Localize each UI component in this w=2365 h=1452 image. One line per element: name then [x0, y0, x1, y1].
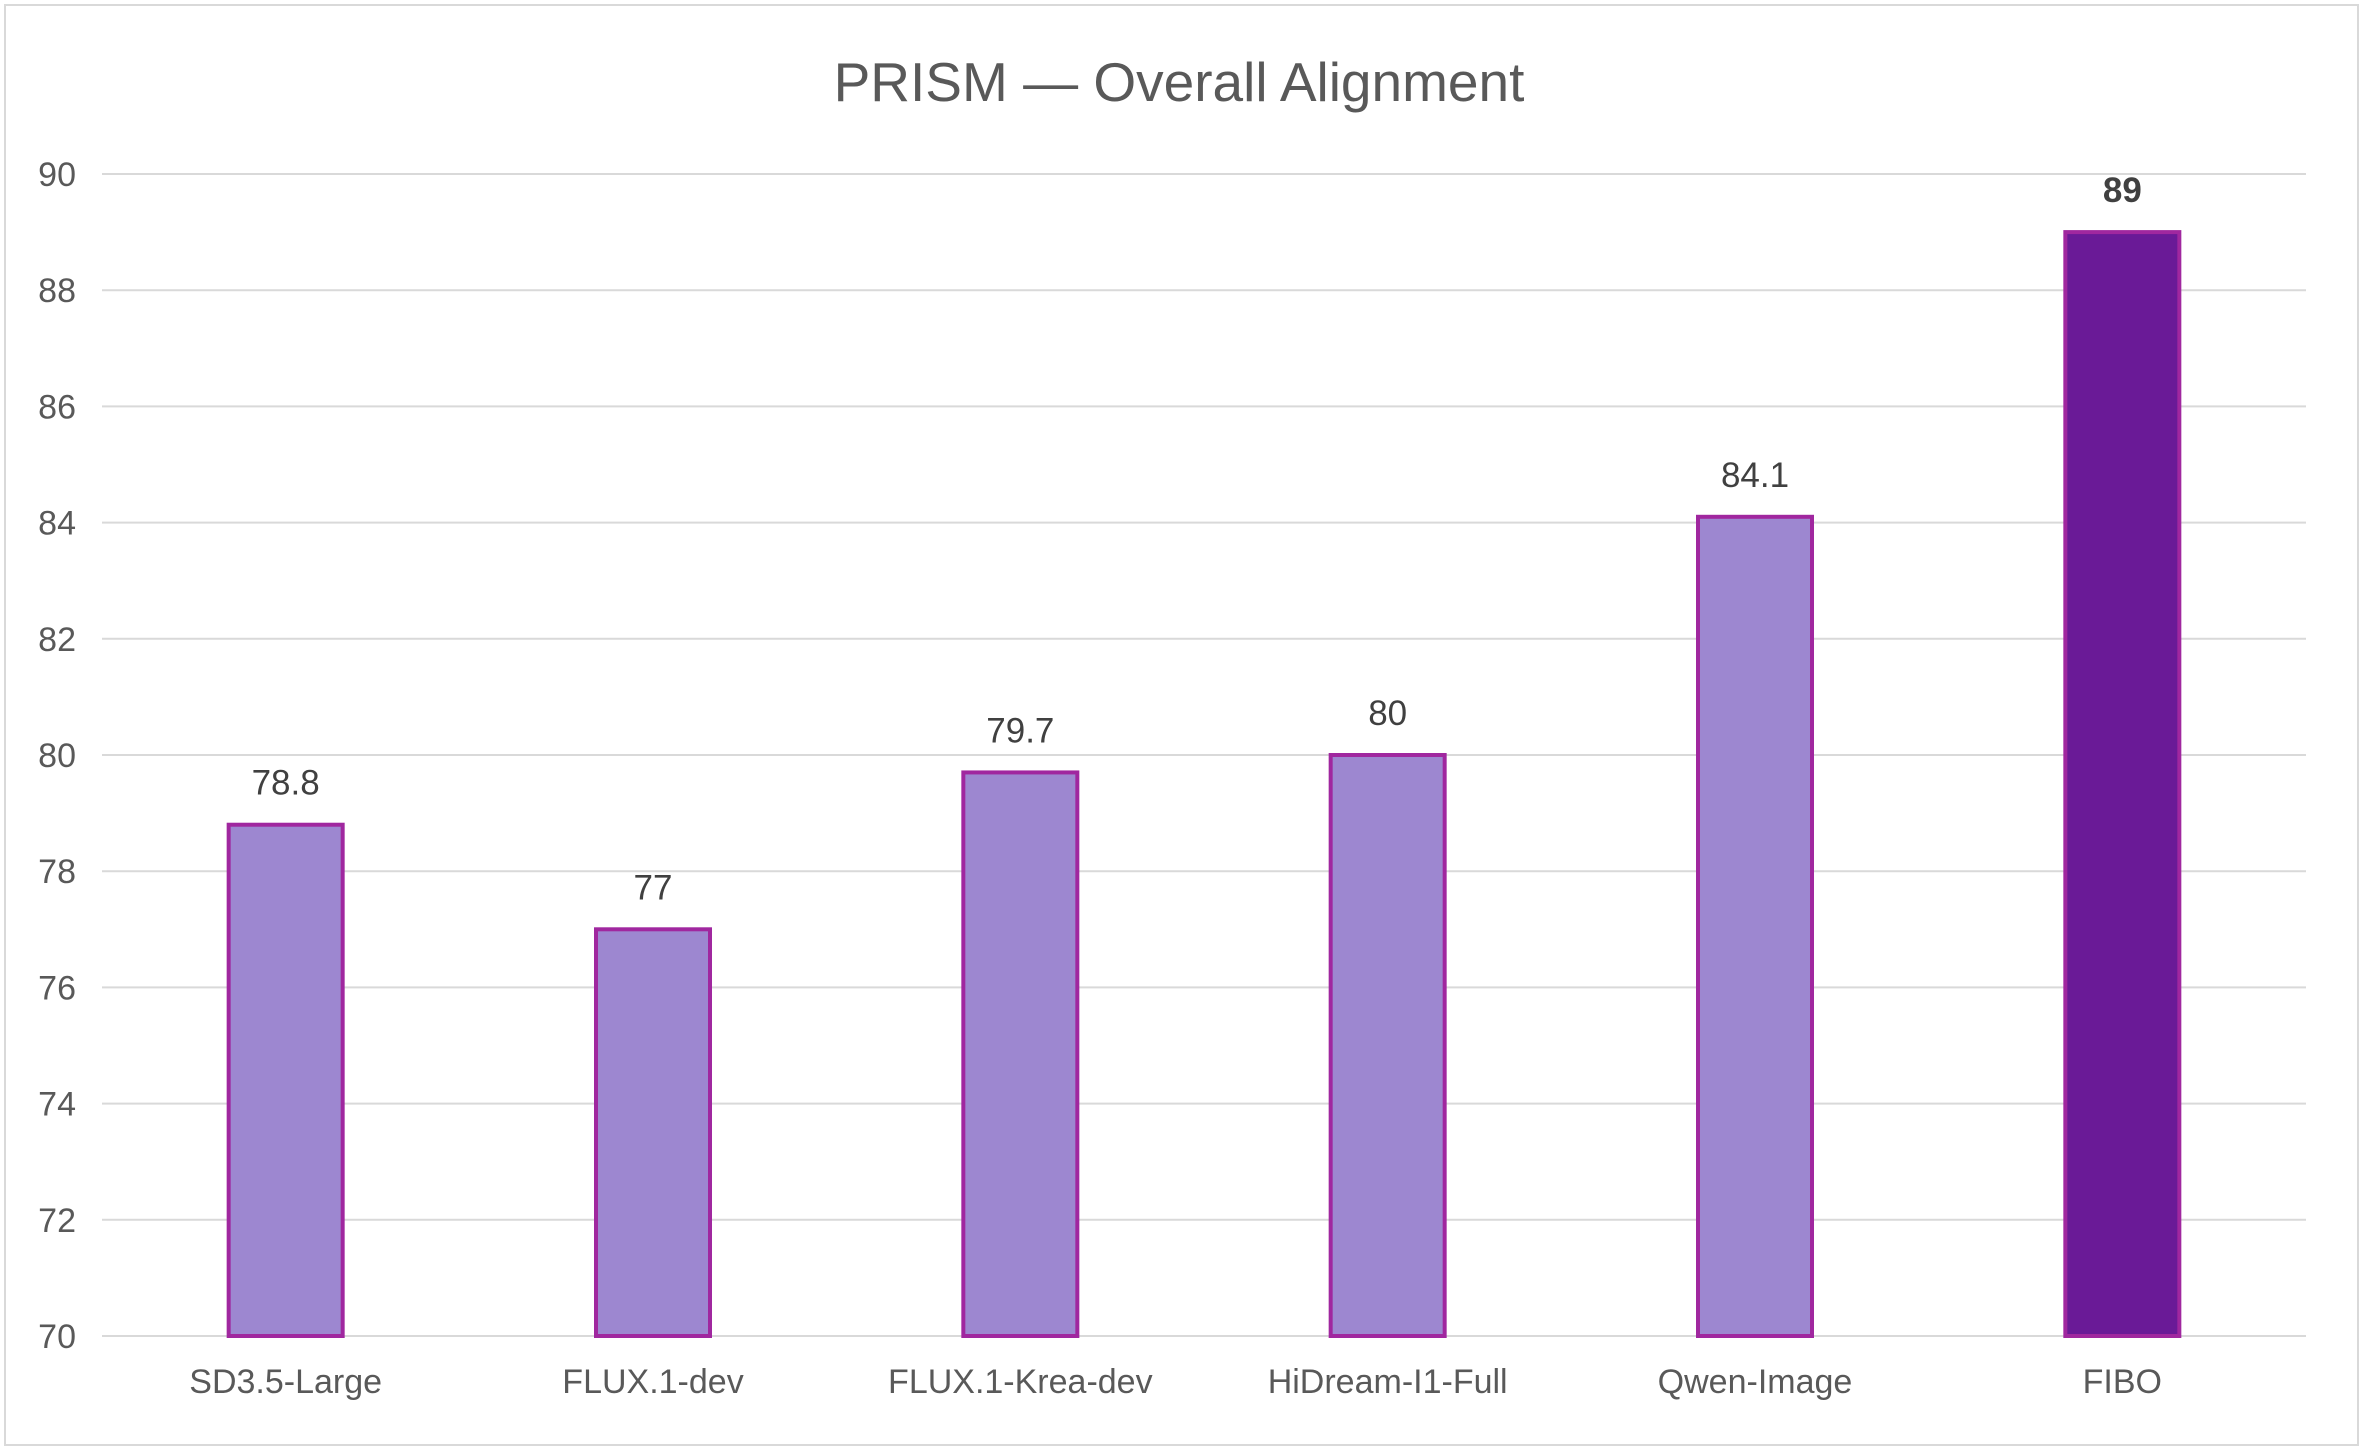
- chart-frame: PRISM — Overall Alignment 70 72 74 76 78 80 82…: [4, 4, 2359, 1446]
- data-label: 89: [2103, 171, 2142, 210]
- data-labels: 78.8 77 79.7 80 84.1 89: [252, 171, 2142, 907]
- y-tick-label: 74: [38, 1086, 76, 1124]
- data-label: 77: [634, 868, 673, 907]
- y-tick-label: 86: [38, 388, 76, 426]
- bar-chart: PRISM — Overall Alignment 70 72 74 76 78 80 82…: [38, 51, 2306, 1401]
- y-tick-label: 84: [38, 505, 76, 543]
- y-tick-label: 88: [38, 272, 76, 310]
- bar-sd3-5-large: [226, 822, 345, 1338]
- y-tick-label: 82: [38, 621, 76, 659]
- y-tick-label: 70: [38, 1318, 76, 1356]
- data-label: 84.1: [1721, 456, 1789, 495]
- bar-fibo: [2063, 230, 2182, 1339]
- bar-flux-1-krea-dev: [961, 770, 1080, 1338]
- bars: [226, 230, 2182, 1339]
- y-tick-label: 78: [38, 853, 76, 891]
- y-axis-ticks: 70 72 74 76 78 80 82 84 86 88 90: [38, 156, 76, 1356]
- bar-qwen-image: [1696, 514, 1814, 1339]
- x-axis-ticks: SD3.5-Large FLUX.1-dev FLUX.1-Krea-dev HiDr…: [189, 1363, 2162, 1401]
- data-label: 78.8: [252, 764, 320, 803]
- bar-flux-1-dev: [594, 927, 712, 1338]
- gridlines: [102, 173, 2306, 1337]
- y-tick-label: 72: [38, 1202, 76, 1240]
- y-tick-label: 80: [38, 737, 76, 775]
- y-tick-label: 76: [38, 969, 76, 1007]
- bar-hidream-i1-full: [1328, 753, 1447, 1338]
- x-tick-label: FLUX.1-Krea-dev: [888, 1363, 1153, 1401]
- x-tick-label: FIBO: [2083, 1363, 2162, 1401]
- x-tick-label: HiDream-I1-Full: [1268, 1363, 1508, 1401]
- x-tick-label: Qwen-Image: [1658, 1363, 1853, 1401]
- x-tick-label: FLUX.1-dev: [562, 1363, 743, 1401]
- data-label: 79.7: [986, 711, 1054, 750]
- data-label: 80: [1368, 694, 1407, 733]
- y-tick-label: 90: [38, 156, 76, 194]
- x-tick-label: SD3.5-Large: [189, 1363, 382, 1401]
- chart-title: PRISM — Overall Alignment: [834, 51, 1525, 113]
